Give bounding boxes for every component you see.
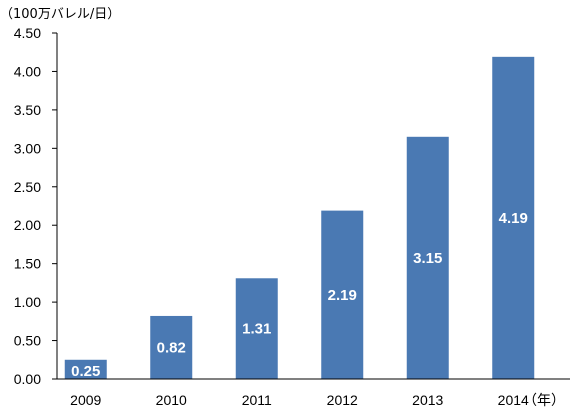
y-tick-label: 0.50 xyxy=(14,333,41,349)
x-tick-label: 2011 xyxy=(242,392,272,408)
y-tick-label: 3.50 xyxy=(14,102,41,118)
bar-2014 xyxy=(492,56,535,379)
y-tick-label: 3.00 xyxy=(14,140,41,156)
x-tick-label: 2009 xyxy=(70,392,101,408)
bar-2012 xyxy=(321,210,364,379)
data-label-2014: 4.19 xyxy=(499,210,528,227)
x-tick-label: 2012 xyxy=(327,392,358,408)
data-label-2010: 0.82 xyxy=(157,339,186,356)
x-axis-unit-label: （年） xyxy=(523,392,565,408)
y-axis-unit-label: （100万バレル/日） xyxy=(0,7,120,22)
y-tick-label: 4.50 xyxy=(14,25,41,41)
x-axis: 2009 2010 2011 2012 2013 2014 xyxy=(57,378,570,408)
y-tick-label: 2.00 xyxy=(14,217,41,233)
bar-2013 xyxy=(406,136,449,379)
y-tick-label: 4.00 xyxy=(14,63,41,79)
y-tick-label: 1.50 xyxy=(14,256,41,272)
data-label-2009: 0.25 xyxy=(71,363,100,380)
x-tick-label: 2010 xyxy=(156,392,187,408)
y-axis: 0.00 0.50 1.00 1.50 2.00 2.50 3.00 3.50 4.00 4.50 xyxy=(14,25,58,387)
data-label-2013: 3.15 xyxy=(413,250,442,267)
y-tick-label: 1.00 xyxy=(14,294,41,310)
data-label-2012: 2.19 xyxy=(328,287,357,304)
data-label-2011: 1.31 xyxy=(242,321,271,338)
y-tick-label: 0.00 xyxy=(14,371,41,387)
bar-2010 xyxy=(150,315,193,379)
x-tick-label: 2014 xyxy=(498,392,529,408)
x-tick-label: 2013 xyxy=(412,392,443,408)
y-tick-label: 2.50 xyxy=(14,179,41,195)
bar-2011 xyxy=(235,278,278,379)
bars: 0.25 0.82 1.31 2.19 3.15 4.19 xyxy=(64,56,535,380)
bar-2009 xyxy=(64,359,107,379)
